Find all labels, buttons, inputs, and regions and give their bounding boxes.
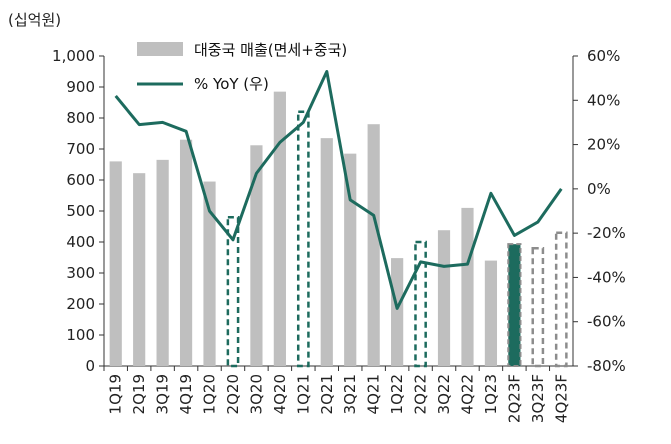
x-axis-tick-label: 4Q19	[177, 374, 195, 414]
x-axis-tick-label: 2Q19	[130, 374, 148, 414]
left-axis-tick-label: 400	[66, 233, 95, 251]
bar-2Q23F	[507, 243, 522, 367]
legend: 대중국 매출(면세+중국) % YoY (우)	[137, 41, 347, 93]
x-axis-tick-label: 1Q21	[294, 374, 312, 414]
right-axis-tick-label: -60%	[587, 313, 626, 331]
x-axis-tick-label: 3Q21	[341, 374, 359, 414]
yoy-line-path	[114, 70, 563, 310]
left-axis-tick-label: 100	[66, 326, 95, 344]
x-axis-tick-label: 4Q20	[271, 374, 289, 414]
x-axis-tick-label: 4Q23F	[552, 374, 570, 423]
bar-4Q20	[273, 91, 286, 367]
x-axis-tick-label: 1Q20	[201, 374, 219, 414]
left-axis-tick-label: 700	[66, 140, 95, 158]
right-axis-tick-label: -40%	[587, 268, 626, 286]
left-axis-tick-label: 1,000	[52, 47, 95, 65]
bar-2Q19	[133, 173, 146, 366]
left-axis-tick-label: 500	[66, 202, 95, 220]
legend-bar-label: 대중국 매출(면세+중국)	[194, 41, 347, 59]
bar-1Q19	[109, 161, 122, 366]
x-axis-tick-label: 4Q21	[365, 374, 383, 414]
bar-4Q23F	[554, 231, 568, 368]
bars	[109, 91, 568, 368]
x-axis-tick-label: 3Q22	[435, 374, 453, 414]
left-axis-unit-label: (십억원)	[8, 11, 61, 29]
bar-2Q22	[414, 240, 427, 368]
x-axis-tick-label: 2Q21	[318, 374, 336, 414]
legend-bar-swatch	[137, 42, 183, 56]
bar-3Q20	[250, 145, 263, 366]
bar-4Q19	[179, 139, 193, 366]
axes: 0 100 200 300 400 500 600 700 800 900 1,000 -80% -60…	[52, 47, 626, 423]
x-axis-tick-label: 3Q23F	[529, 374, 547, 423]
left-axis-tick-label: 800	[66, 109, 95, 127]
x-axis-tick-label: 2Q22	[412, 374, 430, 414]
bar-2Q21	[320, 138, 333, 366]
bar-1Q21	[296, 110, 310, 368]
x-axis-tick-label: 3Q19	[154, 374, 172, 414]
left-axis-tick-label: 300	[66, 264, 95, 282]
legend-line-label: % YoY (우)	[194, 75, 269, 93]
yoy-line	[114, 70, 563, 310]
right-axis-tick-label: 60%	[587, 47, 620, 65]
left-axis-tick-label: 0	[85, 357, 95, 375]
bar-3Q22	[437, 230, 451, 366]
x-axis-tick-label: 2Q20	[224, 374, 242, 414]
right-axis-tick-label: 20%	[587, 136, 620, 154]
x-axis-tick-label: 3Q20	[247, 374, 265, 414]
bar-1Q20	[203, 181, 216, 366]
x-axis-tick-label: 1Q19	[107, 374, 125, 414]
bar-1Q22	[391, 258, 404, 366]
right-axis-tick-label: -20%	[587, 224, 626, 242]
x-axis-tick-label: 1Q23	[482, 374, 500, 414]
x-axis-tick-label: 4Q22	[458, 374, 476, 414]
left-axis-tick-label: 200	[66, 295, 95, 313]
bar-4Q21	[367, 124, 380, 366]
x-axis-tick-label: 1Q22	[388, 374, 406, 414]
bar-3Q19	[156, 159, 169, 366]
bar-3Q21	[344, 153, 357, 366]
bar-2Q20	[226, 215, 240, 368]
x-axis-tick-label: 2Q23F	[505, 374, 523, 423]
bar-1Q23	[484, 260, 498, 366]
right-axis-tick-label: 40%	[587, 91, 620, 109]
right-axis-tick-label: -80%	[587, 357, 626, 375]
left-axis-tick-label: 900	[66, 78, 95, 96]
bar-3Q23F	[531, 246, 545, 368]
left-axis-tick-label: 600	[66, 171, 95, 189]
bar-4Q22	[461, 207, 474, 366]
right-axis-tick-label: 0%	[587, 180, 611, 198]
